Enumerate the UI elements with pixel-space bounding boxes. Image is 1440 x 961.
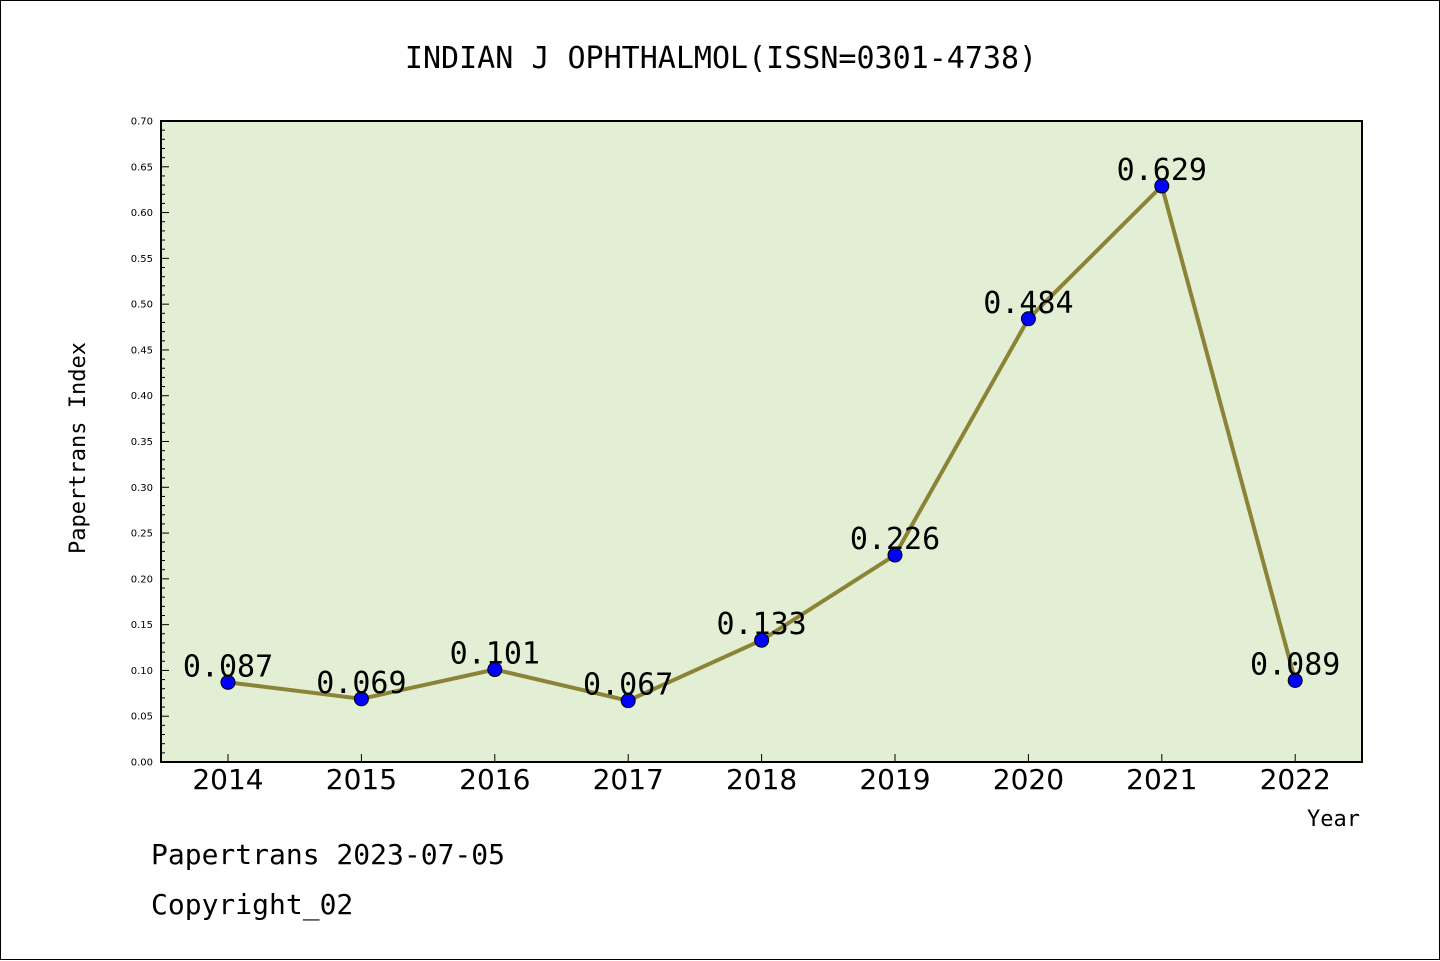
data-label: 0.133 bbox=[716, 607, 806, 642]
y-tick-label: 0.05 bbox=[131, 712, 153, 723]
x-axis: 2014 2015 2016 2017 2018 2019 2020 2021 2022 bbox=[192, 754, 1331, 796]
y-axis: 0.00 0.05 0.10 0.15 0.20 0.25 0.30 0.35 0.40 0.45… bbox=[131, 117, 169, 769]
y-tick-label: 0.45 bbox=[131, 345, 153, 356]
footer-copyright-text: Copyright_02 bbox=[151, 888, 353, 922]
data-labels-group: 0.087 0.069 0.101 0.067 0.133 0.226 0.484 0.629… bbox=[183, 153, 1341, 703]
data-label: 0.484 bbox=[983, 286, 1073, 321]
data-label: 0.087 bbox=[183, 649, 273, 684]
data-point bbox=[220, 674, 236, 690]
x-tick-label: 2021 bbox=[1126, 763, 1197, 796]
data-label: 0.226 bbox=[850, 522, 940, 557]
y-axis-label: Papertrans Index bbox=[66, 342, 91, 554]
data-point bbox=[487, 662, 503, 678]
data-point bbox=[353, 691, 369, 707]
y-tick-label: 0.40 bbox=[131, 391, 153, 402]
x-tick-label: 2020 bbox=[993, 763, 1064, 796]
y-tick-label: 0.25 bbox=[131, 529, 153, 540]
footer-date-text: Papertrans 2023-07-05 bbox=[151, 838, 505, 871]
data-point bbox=[754, 632, 770, 648]
y-tick-label: 0.15 bbox=[131, 620, 153, 631]
chart-title: INDIAN J OPHTHALMOL(ISSN=0301-4738) bbox=[405, 41, 1037, 76]
y-tick-label: 0.20 bbox=[131, 574, 153, 585]
y-tick-label: 0.00 bbox=[131, 758, 153, 769]
y-tick-label: 0.50 bbox=[131, 300, 153, 311]
x-tick-label: 2017 bbox=[593, 763, 664, 796]
data-label: 0.101 bbox=[450, 637, 540, 672]
data-label: 0.089 bbox=[1250, 648, 1340, 683]
x-tick-label: 2015 bbox=[326, 763, 397, 796]
y-tick-label: 0.10 bbox=[131, 666, 153, 677]
data-point bbox=[1287, 673, 1303, 689]
y-tick-label: 0.70 bbox=[131, 117, 153, 128]
x-tick-label: 2019 bbox=[859, 763, 930, 796]
y-tick-label: 0.30 bbox=[131, 483, 153, 494]
x-tick-label: 2014 bbox=[192, 763, 263, 796]
data-label: 0.067 bbox=[583, 668, 673, 703]
data-label: 0.069 bbox=[316, 666, 406, 701]
data-point bbox=[1020, 311, 1036, 327]
data-label: 0.629 bbox=[1117, 153, 1207, 188]
data-point bbox=[1154, 178, 1170, 194]
y-tick-label: 0.35 bbox=[131, 437, 153, 448]
data-point bbox=[620, 693, 636, 709]
y-tick-label: 0.65 bbox=[131, 162, 153, 173]
data-point bbox=[887, 547, 903, 563]
series-group bbox=[220, 178, 1303, 709]
plot-area bbox=[160, 120, 1363, 763]
x-axis-label: Year bbox=[1307, 807, 1360, 832]
x-tick-label: 2018 bbox=[726, 763, 797, 796]
y-tick-label: 0.55 bbox=[131, 254, 153, 265]
x-tick-label: 2022 bbox=[1260, 763, 1331, 796]
x-tick-label: 2016 bbox=[459, 763, 530, 796]
y-tick-label: 0.60 bbox=[131, 208, 153, 219]
